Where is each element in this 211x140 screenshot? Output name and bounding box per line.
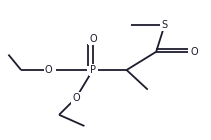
Text: O: O: [190, 47, 198, 57]
Text: S: S: [161, 20, 168, 30]
Text: O: O: [72, 93, 80, 103]
Text: O: O: [89, 34, 97, 44]
Text: P: P: [90, 65, 96, 75]
Text: O: O: [45, 65, 52, 75]
